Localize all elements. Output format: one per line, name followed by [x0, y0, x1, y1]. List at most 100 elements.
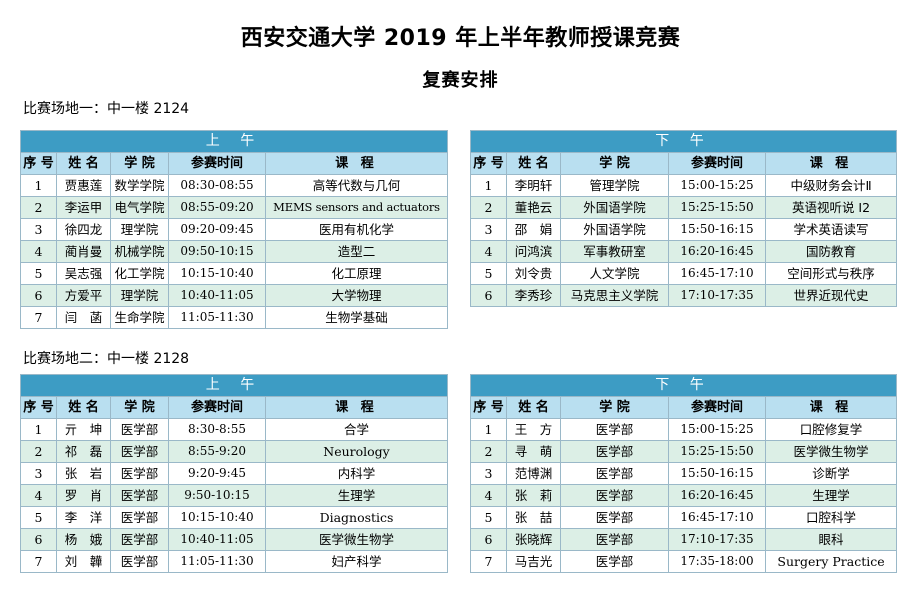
cell-name: 寻 萌 — [506, 440, 561, 463]
cell-course: 内科学 — [264, 462, 449, 485]
cell-course: 大学物理 — [264, 284, 449, 307]
column-header-time: 参赛时间 — [668, 152, 766, 175]
cell-time: 15:25-15:50 — [668, 440, 766, 463]
table-row: 3 徐四龙 理学院 09:20-09:45 医用有机化学 — [20, 218, 449, 241]
table-row: 3 范博渊 医学部 15:50-16:15 诊断学 — [470, 462, 898, 485]
venue-1-label: 比赛场地一：中一楼 2124 — [23, 101, 190, 117]
venue-1-morning-table: 上 午序 号姓 名学 院参赛时间课 程 1 贾惠莲 数学学院 08:30-08:55 高等… — [19, 130, 449, 329]
cell-course: Diagnostics — [264, 506, 449, 529]
column-header-course: 课 程 — [764, 152, 898, 175]
cell-name: 刘令贵 — [506, 262, 561, 285]
cell-name: 刘 韡 — [56, 550, 111, 573]
column-header-name: 姓 名 — [56, 152, 111, 175]
cell-name: 张晓辉 — [506, 528, 561, 551]
cell-college: 医学部 — [560, 550, 669, 573]
cell-seq: 5 — [20, 262, 57, 285]
cell-college: 医学部 — [110, 462, 169, 485]
cell-name: 李 洋 — [56, 506, 111, 529]
period-label: 上 午 — [19, 374, 449, 397]
cell-college: 医学部 — [560, 418, 669, 441]
cell-college: 化工学院 — [110, 262, 169, 285]
cell-course: 中级财务会计Ⅱ — [764, 174, 898, 197]
table-row: 4 问鸿滨 军事教研室 16:20-16:45 国防教育 — [470, 240, 898, 263]
cell-name: 张 喆 — [506, 506, 561, 529]
cell-time: 10:40-11:05 — [168, 528, 266, 551]
cell-college: 医学部 — [560, 484, 669, 507]
cell-name: 方爱平 — [56, 284, 111, 307]
cell-course: 世界近现代史 — [764, 284, 898, 307]
cell-college: 医学部 — [560, 506, 669, 529]
table-row: 2 李运甲 电气学院 08:55-09:20 MEMS sensors and actu… — [20, 196, 449, 219]
column-header-college: 学 院 — [110, 396, 169, 419]
cell-name: 李明轩 — [506, 174, 561, 197]
cell-seq: 2 — [20, 440, 57, 463]
cell-course: 口腔科学 — [764, 506, 898, 529]
cell-time: 09:20-09:45 — [168, 218, 266, 241]
venue-1-afternoon-table: 下 午序 号姓 名学 院参赛时间课 程 1 李明轩 管理学院 15:00-15:25 中级… — [469, 130, 898, 307]
cell-time: 15:50-16:15 — [668, 218, 766, 241]
cell-course: 生物学基础 — [264, 306, 449, 329]
column-header-seq: 序 号 — [20, 152, 57, 175]
cell-name: 邵 娟 — [506, 218, 561, 241]
cell-course: 空间形式与秩序 — [764, 262, 898, 285]
period-label: 上 午 — [19, 130, 449, 153]
column-header-college: 学 院 — [560, 396, 669, 419]
column-header-name: 姓 名 — [506, 396, 561, 419]
cell-name: 亓 坤 — [56, 418, 111, 441]
cell-time: 9:50-10:15 — [168, 484, 266, 507]
cell-time: 17:35-18:00 — [668, 550, 766, 573]
period-label: 下 午 — [469, 130, 898, 153]
cell-time: 16:20-16:45 — [668, 240, 766, 263]
cell-time: 10:15-10:40 — [168, 262, 266, 285]
cell-time: 17:10-17:35 — [668, 284, 766, 307]
cell-time: 10:15-10:40 — [168, 506, 266, 529]
cell-college: 医学部 — [110, 550, 169, 573]
cell-course: 生理学 — [264, 484, 449, 507]
cell-course: 造型二 — [264, 240, 449, 263]
cell-course: 生理学 — [764, 484, 898, 507]
cell-name: 问鸿滨 — [506, 240, 561, 263]
cell-course: 诊断学 — [764, 462, 898, 485]
cell-seq: 1 — [20, 418, 57, 441]
cell-name: 徐四龙 — [56, 218, 111, 241]
cell-course: 学术英语读写 — [764, 218, 898, 241]
cell-college: 医学部 — [110, 418, 169, 441]
cell-seq: 1 — [470, 418, 507, 441]
cell-college: 人文学院 — [560, 262, 669, 285]
cell-time: 16:20-16:45 — [668, 484, 766, 507]
cell-name: 李秀珍 — [506, 284, 561, 307]
column-header-row: 序 号姓 名学 院参赛时间课 程 — [20, 152, 449, 175]
cell-college: 机械学院 — [110, 240, 169, 263]
cell-seq: 5 — [470, 262, 507, 285]
cell-course: 医学微生物学 — [764, 440, 898, 463]
cell-time: 16:45-17:10 — [668, 262, 766, 285]
cell-time: 15:00-15:25 — [668, 418, 766, 441]
cell-seq: 7 — [20, 550, 57, 573]
cell-name: 范博渊 — [506, 462, 561, 485]
cell-time: 08:55-09:20 — [168, 196, 266, 219]
cell-course: 合学 — [264, 418, 449, 441]
cell-seq: 4 — [20, 484, 57, 507]
cell-seq: 1 — [20, 174, 57, 197]
column-header-name: 姓 名 — [56, 396, 111, 419]
column-header-name: 姓 名 — [506, 152, 561, 175]
column-header-course: 课 程 — [264, 396, 449, 419]
cell-time: 09:50-10:15 — [168, 240, 266, 263]
cell-name: 蔺肖曼 — [56, 240, 111, 263]
column-header-course: 课 程 — [764, 396, 898, 419]
column-header-seq: 序 号 — [20, 396, 57, 419]
cell-seq: 6 — [20, 284, 57, 307]
cell-time: 15:25-15:50 — [668, 196, 766, 219]
cell-college: 医学部 — [560, 462, 669, 485]
cell-seq: 6 — [470, 528, 507, 551]
cell-course: MEMS sensors and actuators — [264, 196, 449, 219]
table-row: 6 张晓辉 医学部 17:10-17:35 眼科 — [470, 528, 898, 551]
